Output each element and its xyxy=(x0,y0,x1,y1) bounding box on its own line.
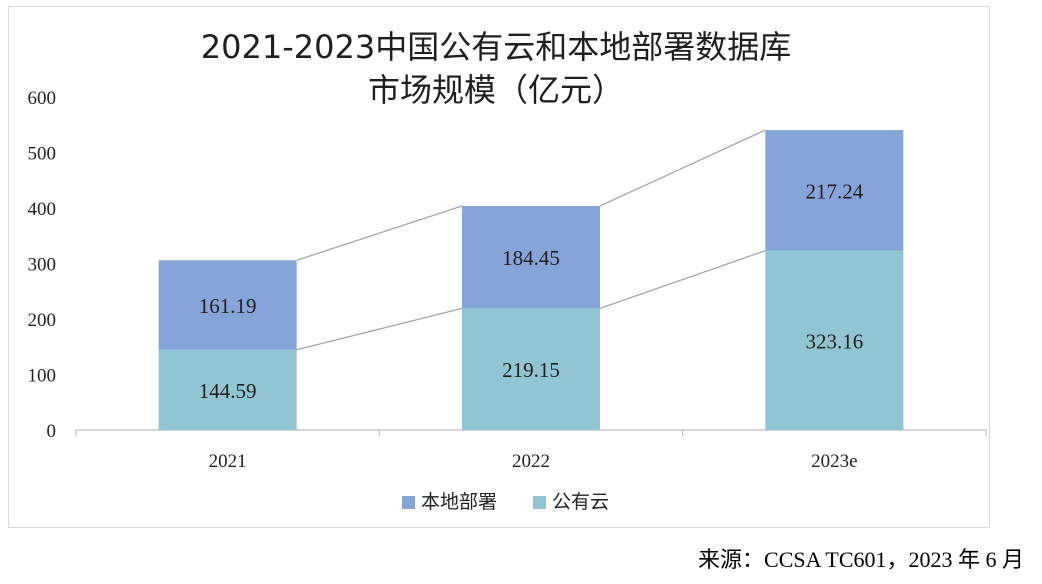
series-connector-line xyxy=(296,205,463,261)
legend: 本地部署 公有云 xyxy=(402,491,609,513)
x-tick-label: 2021 xyxy=(209,451,247,472)
bar-segment xyxy=(462,206,600,309)
y-tick-label: 600 xyxy=(28,88,57,109)
bar-segment xyxy=(158,260,297,350)
y-tick-label: 400 xyxy=(28,199,57,220)
x-axis: 2021 2022 2023e xyxy=(75,429,987,472)
y-tick-label: 300 xyxy=(28,255,57,276)
y-tick-label: 0 xyxy=(47,421,57,442)
bar-segment xyxy=(462,308,600,430)
y-tick-label: 200 xyxy=(28,310,57,331)
chart-title: 2021-2023中国公有云和本地部署数据库 市场规模（亿元） xyxy=(201,28,791,109)
series-connector-line xyxy=(599,129,766,207)
bar-segment xyxy=(765,130,904,251)
data-label: 323.16 xyxy=(805,329,863,353)
data-labels: 144.59 161.19 219.15 184.45 323.16 217.24 xyxy=(199,179,864,403)
data-label: 184.45 xyxy=(502,246,560,270)
chart-title-line-1: 2021-2023中国公有云和本地部署数据库 xyxy=(201,28,791,66)
series-connector-line xyxy=(599,250,766,309)
bar-segment xyxy=(765,250,904,430)
bar-segment xyxy=(158,349,297,430)
bars xyxy=(158,130,904,430)
series-connector-line xyxy=(296,307,463,351)
y-tick-label: 500 xyxy=(28,144,57,165)
chart-title-line-2: 市场规模（亿元） xyxy=(368,71,624,109)
legend-swatch xyxy=(402,496,415,509)
x-tick-label: 2022 xyxy=(512,451,550,472)
source-note: 来源：CCSA TC601，2023 年 6 月 xyxy=(698,547,1024,572)
connector-lines xyxy=(296,129,766,351)
y-axis: 0 100 200 300 400 500 600 xyxy=(28,88,57,442)
data-label: 219.15 xyxy=(502,358,560,382)
data-label: 144.59 xyxy=(199,379,257,403)
legend-label: 本地部署 xyxy=(421,491,497,513)
y-tick-label: 100 xyxy=(28,366,57,387)
legend-swatch xyxy=(533,496,546,509)
legend-label: 公有云 xyxy=(552,491,609,513)
data-label: 161.19 xyxy=(199,294,257,318)
data-label: 217.24 xyxy=(805,179,863,203)
x-tick-label: 2023e xyxy=(811,451,857,472)
